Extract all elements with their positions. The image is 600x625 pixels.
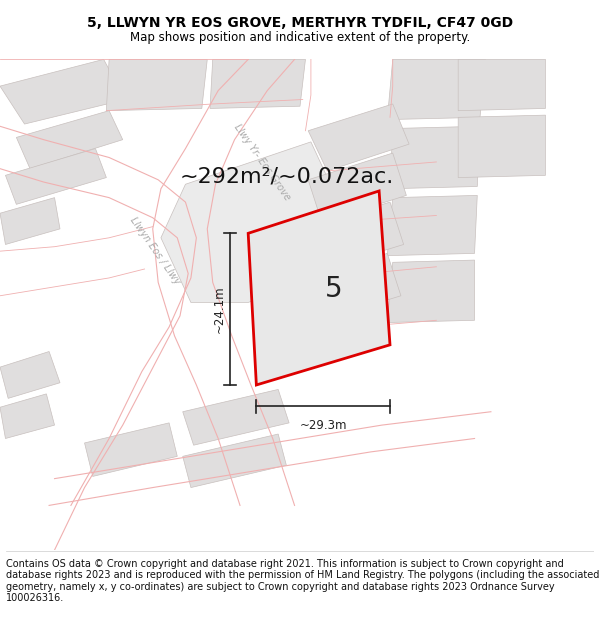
Polygon shape: [183, 434, 286, 488]
Polygon shape: [0, 198, 60, 244]
Polygon shape: [387, 196, 477, 256]
Text: Contains OS data © Crown copyright and database right 2021. This information is : Contains OS data © Crown copyright and d…: [6, 559, 599, 603]
Text: ~29.3m: ~29.3m: [299, 419, 347, 432]
Polygon shape: [390, 126, 480, 189]
Text: ~292m²/~0.072ac.: ~292m²/~0.072ac.: [180, 166, 394, 186]
Text: 5: 5: [325, 274, 342, 302]
Text: Map shows position and indicative extent of the property.: Map shows position and indicative extent…: [130, 31, 470, 44]
Polygon shape: [210, 59, 305, 109]
Text: Llwy Yr- Eos Grove: Llwy Yr- Eos Grove: [232, 122, 292, 202]
Polygon shape: [458, 115, 545, 178]
Polygon shape: [387, 260, 475, 322]
Polygon shape: [248, 191, 390, 385]
Polygon shape: [0, 394, 55, 439]
Polygon shape: [106, 59, 207, 111]
Polygon shape: [16, 111, 123, 169]
Polygon shape: [5, 149, 106, 204]
Polygon shape: [458, 59, 545, 111]
Text: Llwyn Eos / Llwy: Llwyn Eos / Llwy: [128, 216, 182, 287]
Polygon shape: [308, 104, 409, 171]
Polygon shape: [300, 253, 401, 322]
Polygon shape: [85, 423, 177, 476]
Polygon shape: [303, 202, 404, 271]
Polygon shape: [387, 59, 485, 119]
Polygon shape: [0, 351, 60, 398]
Polygon shape: [161, 142, 365, 302]
Polygon shape: [308, 153, 406, 222]
Polygon shape: [183, 389, 289, 445]
Text: ~24.1m: ~24.1m: [213, 286, 226, 333]
Polygon shape: [0, 59, 125, 124]
Text: 5, LLWYN YR EOS GROVE, MERTHYR TYDFIL, CF47 0GD: 5, LLWYN YR EOS GROVE, MERTHYR TYDFIL, C…: [87, 16, 513, 30]
